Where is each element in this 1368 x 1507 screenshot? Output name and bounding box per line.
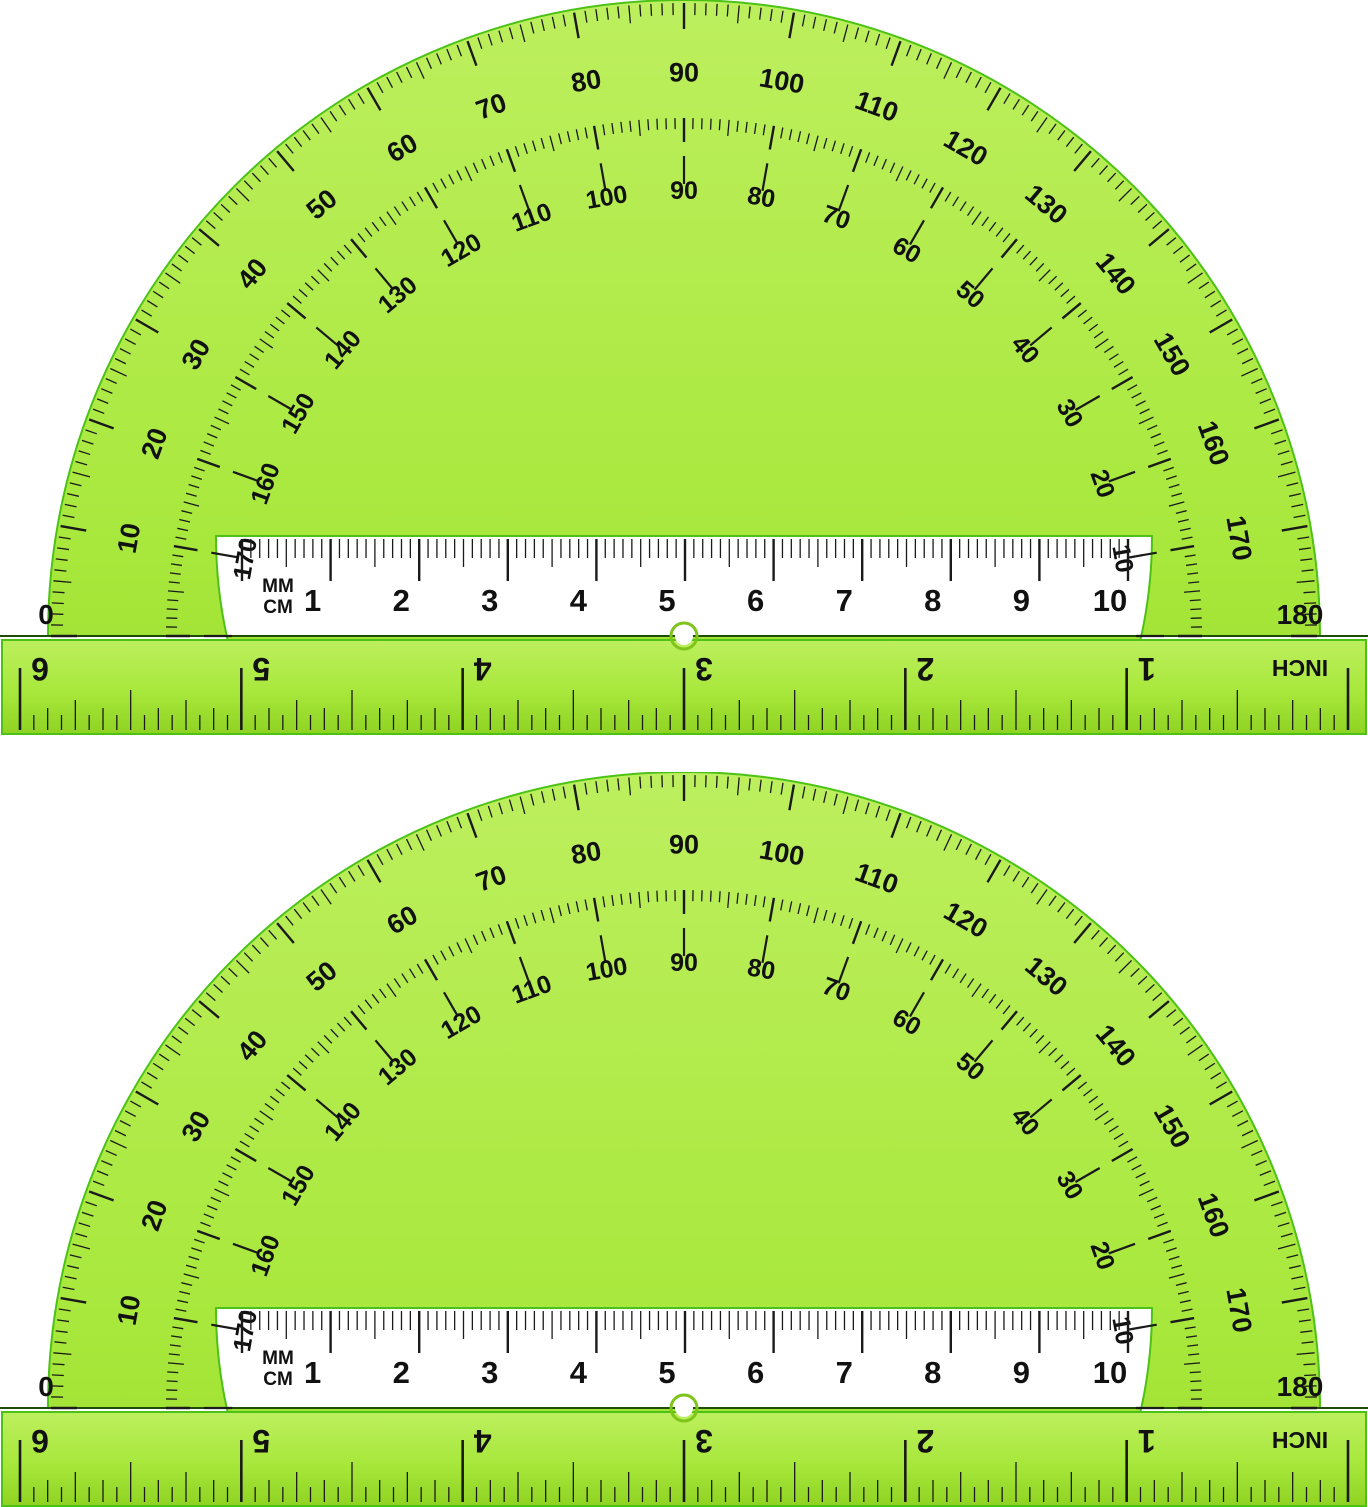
outer-zero-label: 0 (38, 599, 54, 630)
inner-scale-tick (719, 891, 720, 902)
inch-label: 2 (916, 651, 934, 687)
degree-label: 80 (569, 836, 604, 871)
cm-label: 5 (658, 583, 675, 618)
cm-label: 3 (481, 1355, 498, 1390)
degree-label: 90 (670, 949, 698, 977)
inch-label: 3 (695, 651, 713, 687)
outer-scale-tick (53, 1364, 65, 1365)
inch-label: 5 (252, 651, 270, 687)
inner-scale-tick (1190, 1372, 1201, 1373)
cm-label: 7 (836, 1355, 853, 1390)
outer-scale-tick (651, 4, 652, 16)
degree-label: 90 (669, 829, 699, 859)
cm-unit-label: CM (263, 1369, 293, 1390)
degree-label: 170 (228, 536, 263, 582)
degree-label: 10 (112, 1293, 147, 1328)
inner-scale-tick (657, 891, 658, 902)
cm-label: 6 (747, 1355, 764, 1390)
protractor-arc-body (48, 0, 1320, 735)
mm-unit-label: MM (262, 1348, 294, 1369)
degree-label: 80 (745, 953, 777, 985)
inner-scale-tick (1190, 600, 1201, 601)
inch-label: 5 (252, 1423, 270, 1459)
cm-label: 6 (747, 583, 764, 618)
cm-label: 2 (393, 583, 410, 618)
outer-180-label: 180 (1277, 599, 1324, 630)
end-labels: 0 180 (38, 1371, 1323, 1402)
cm-label: 3 (481, 583, 498, 618)
degree-label: 90 (670, 177, 698, 205)
inch-unit-label: INCH (1272, 1427, 1328, 1453)
outer-scale-tick (640, 777, 641, 789)
inner-scale-tick (657, 119, 658, 130)
cm-label: 5 (658, 1355, 675, 1390)
cm-label: 7 (836, 583, 853, 618)
degree-label: 10 (1106, 1315, 1138, 1347)
inch-label: 2 (916, 1423, 934, 1459)
inch-label: 4 (474, 1423, 492, 1459)
outer-zero-label: 0 (38, 1371, 54, 1402)
inch-label: 6 (31, 1423, 49, 1459)
cm-label: 8 (924, 1355, 941, 1390)
outer-scale-tick (717, 4, 718, 16)
protractor-arc-body (48, 772, 1320, 1507)
inch-label: 4 (474, 651, 492, 687)
inner-scale-tick (648, 891, 649, 902)
inner-scale-tick (711, 119, 712, 130)
cm-label: 8 (924, 583, 941, 618)
inner-scale-tick (1190, 1381, 1201, 1382)
inch-unit-label: INCH (1272, 655, 1328, 681)
cm-label: 10 (1093, 583, 1127, 618)
outer-scale-tick (53, 592, 65, 593)
cm-label: 1 (304, 583, 321, 618)
end-labels: 0 180 (38, 599, 1323, 630)
outer-scale-tick (1303, 592, 1315, 593)
degree-label: 170 (228, 1308, 263, 1354)
inner-scale-tick (167, 1381, 178, 1382)
mm-unit-label: MM (262, 576, 294, 597)
cm-label: 4 (570, 1355, 588, 1390)
degree-label: 90 (669, 57, 699, 87)
inch-label: 3 (695, 1423, 713, 1459)
cm-label: 1 (304, 1355, 321, 1390)
outer-180-label: 180 (1277, 1371, 1324, 1402)
cm-unit-label: CM (263, 597, 293, 618)
outer-scale-tick (727, 5, 728, 17)
outer-scale-tick (1303, 1364, 1315, 1365)
inner-scale-tick (167, 1372, 178, 1373)
inch-label: 1 (1138, 1423, 1156, 1459)
pivot-hole[interactable] (675, 627, 693, 645)
inner-scale-tick (1190, 609, 1201, 610)
cm-label: 9 (1013, 1355, 1030, 1390)
outer-scale-tick (640, 5, 641, 17)
outer-scale-tick (717, 776, 718, 788)
pivot-hole[interactable] (675, 1399, 693, 1417)
cm-label: 4 (570, 583, 588, 618)
inner-scale-tick (719, 119, 720, 130)
inner-scale-tick (648, 119, 649, 130)
cm-label: 9 (1013, 583, 1030, 618)
outer-scale-tick (727, 777, 728, 789)
degree-label: 80 (745, 181, 777, 213)
inner-scale-tick (711, 891, 712, 902)
cm-label: 10 (1093, 1355, 1127, 1390)
cm-label: 2 (393, 1355, 410, 1390)
inch-label: 6 (31, 651, 49, 687)
degree-label: 10 (1106, 543, 1138, 575)
inner-scale-tick (167, 609, 178, 610)
inner-scale-tick (167, 600, 178, 601)
outer-scale-tick (651, 776, 652, 788)
degree-label: 10 (112, 521, 147, 556)
degree-label: 80 (569, 64, 604, 99)
inch-label: 1 (1138, 651, 1156, 687)
